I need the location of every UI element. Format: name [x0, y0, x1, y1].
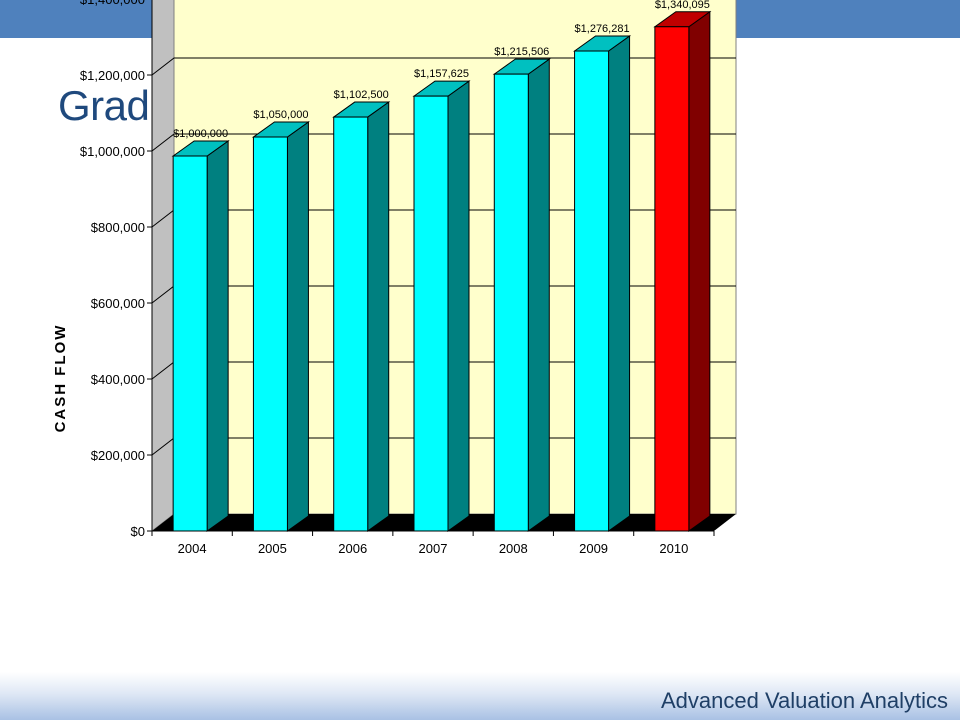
y-tick-label: $600,000 — [91, 296, 145, 311]
y-tick-label: $1,400,000 — [80, 0, 145, 7]
bar — [654, 26, 690, 532]
x-tick-label: 2010 — [659, 541, 688, 556]
bar-side — [688, 10, 711, 532]
bar — [413, 95, 449, 532]
data-label: $1,000,000 — [173, 128, 228, 140]
bar — [493, 73, 529, 532]
bar-side — [206, 140, 229, 532]
bar-side — [367, 101, 390, 532]
data-label: $1,102,500 — [334, 89, 389, 101]
y-tick-label: $1,200,000 — [80, 68, 145, 83]
data-label: $1,276,281 — [575, 23, 630, 35]
x-tick-label: 2005 — [258, 541, 287, 556]
footer-band — [0, 672, 960, 720]
bar-side — [527, 58, 550, 532]
data-label: $1,215,506 — [494, 46, 549, 58]
bar — [252, 136, 288, 532]
y-tick-label: $800,000 — [91, 220, 145, 235]
bar-side — [286, 121, 309, 532]
y-tick-label: $1,000,000 — [80, 144, 145, 159]
bar — [574, 50, 610, 532]
data-label: $1,157,625 — [414, 68, 469, 80]
x-tick-label: 2004 — [178, 541, 207, 556]
bar-side — [608, 35, 631, 532]
y-axis-title: CASH FLOW — [52, 324, 69, 433]
y-tick-label: $200,000 — [91, 448, 145, 463]
data-label: $1,050,000 — [253, 109, 308, 121]
bar — [333, 116, 369, 532]
x-tick-label: 2007 — [419, 541, 448, 556]
plot-side-wall — [151, 0, 175, 533]
gridline — [151, 57, 736, 76]
y-tick-label: $400,000 — [91, 372, 145, 387]
bar-side — [447, 80, 470, 532]
x-tick-label: 2008 — [499, 541, 528, 556]
footer-text: Advanced Valuation Analytics — [661, 688, 948, 713]
x-tick-label: 2006 — [338, 541, 367, 556]
x-tick-label: 2009 — [579, 541, 608, 556]
data-label: $1,340,095 — [655, 0, 710, 11]
y-tick-label: $0 — [131, 524, 145, 539]
bar — [172, 155, 208, 532]
